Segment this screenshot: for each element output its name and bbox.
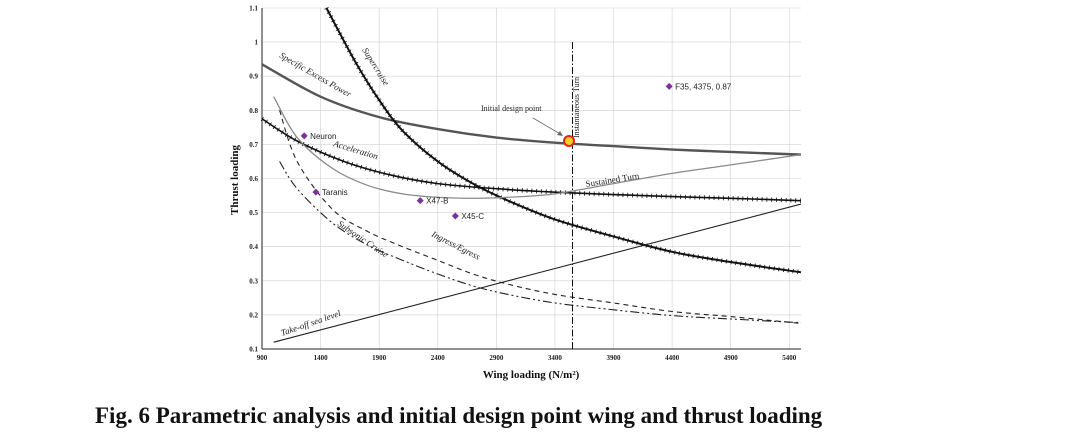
design-point-arrow — [532, 117, 563, 136]
y-axis-title: Thrust loading — [229, 145, 241, 215]
label-take-off-sea-level: Take-off sea level — [279, 308, 342, 338]
x-axis-title: Wing loading (N/m²) — [483, 369, 580, 381]
curves — [260, 6, 802, 343]
curve-sustained-turn — [273, 96, 802, 199]
curve-supercruise-markers — [324, 6, 802, 275]
label-specific-excess-power: Specific Excess Power — [278, 50, 354, 99]
point-marker — [416, 197, 424, 205]
label-ingress-egress: Ingress/Egress — [429, 228, 482, 262]
aircraft-points: Neuron Taranis X47-B X45-C F35, 4375, 0.87 — [300, 82, 732, 221]
y-tick-label: 0.8 — [249, 107, 258, 115]
y-tick-label: 1.1 — [249, 5, 258, 13]
x-tick-label: 900 — [257, 354, 268, 362]
point-marker — [451, 212, 459, 220]
curve-subsonic-cruise — [279, 161, 802, 324]
x-tick-label: 3400 — [548, 354, 563, 362]
y-tick-label: 0.1 — [249, 346, 258, 354]
curve-specific-excess-power — [261, 63, 802, 156]
label-instantaneous-turn: Instantaneous Turn — [572, 77, 581, 138]
label-acceleration: Acceleration — [331, 138, 379, 161]
y-tick-label: 0.6 — [249, 175, 258, 183]
label-initial-design-point: Initial design point — [481, 104, 542, 113]
design-point-group — [532, 117, 575, 147]
label-subsonic-cruise: Subsonic Cruise — [336, 218, 390, 259]
x-tick-label: 4900 — [724, 354, 739, 362]
design-point-arrowhead — [556, 130, 563, 136]
curve-take-off-sea-level — [273, 203, 802, 343]
design-point-marker — [562, 134, 575, 147]
x-tick-label: 1900 — [372, 354, 387, 362]
label-sustained-turn: Sustained Turn — [585, 171, 641, 189]
point-marker — [312, 188, 320, 196]
point-label: X45-C — [461, 212, 484, 221]
x-tick-label: 1400 — [314, 354, 329, 362]
y-tick-label: 0.3 — [249, 277, 258, 285]
y-tick-label: 0.5 — [249, 209, 258, 217]
y-tick-label: 0.4 — [249, 243, 258, 251]
x-tick-label: 3900 — [607, 354, 622, 362]
curve-acceleration-markers — [260, 116, 802, 203]
grid — [262, 7, 801, 349]
y-tick-label: 0.9 — [249, 73, 258, 81]
y-tick-label: 0.2 — [249, 311, 258, 319]
x-tick-label: 5400 — [782, 354, 797, 362]
figure-caption: Fig. 6 Parametric analysis and initial d… — [95, 403, 823, 428]
x-tick-label: 2400 — [431, 354, 446, 362]
point-label: Taranis — [322, 188, 348, 197]
point-marker — [300, 132, 308, 140]
point-marker — [665, 82, 673, 90]
point-label: Neuron — [310, 132, 336, 141]
y-tick-label: 0.7 — [249, 141, 258, 149]
curve-ingress-egress — [279, 110, 802, 324]
x-tick-label: 2900 — [489, 354, 504, 362]
y-tick-label: 1 — [255, 39, 259, 47]
point-label: F35, 4375, 0.87 — [675, 82, 732, 91]
tick-labels: 900 1400 1900 2400 2900 3400 3900 4400 4900 5400 0… — [249, 5, 797, 363]
point-label: X47-B — [426, 197, 448, 206]
x-tick-label: 4400 — [665, 354, 680, 362]
